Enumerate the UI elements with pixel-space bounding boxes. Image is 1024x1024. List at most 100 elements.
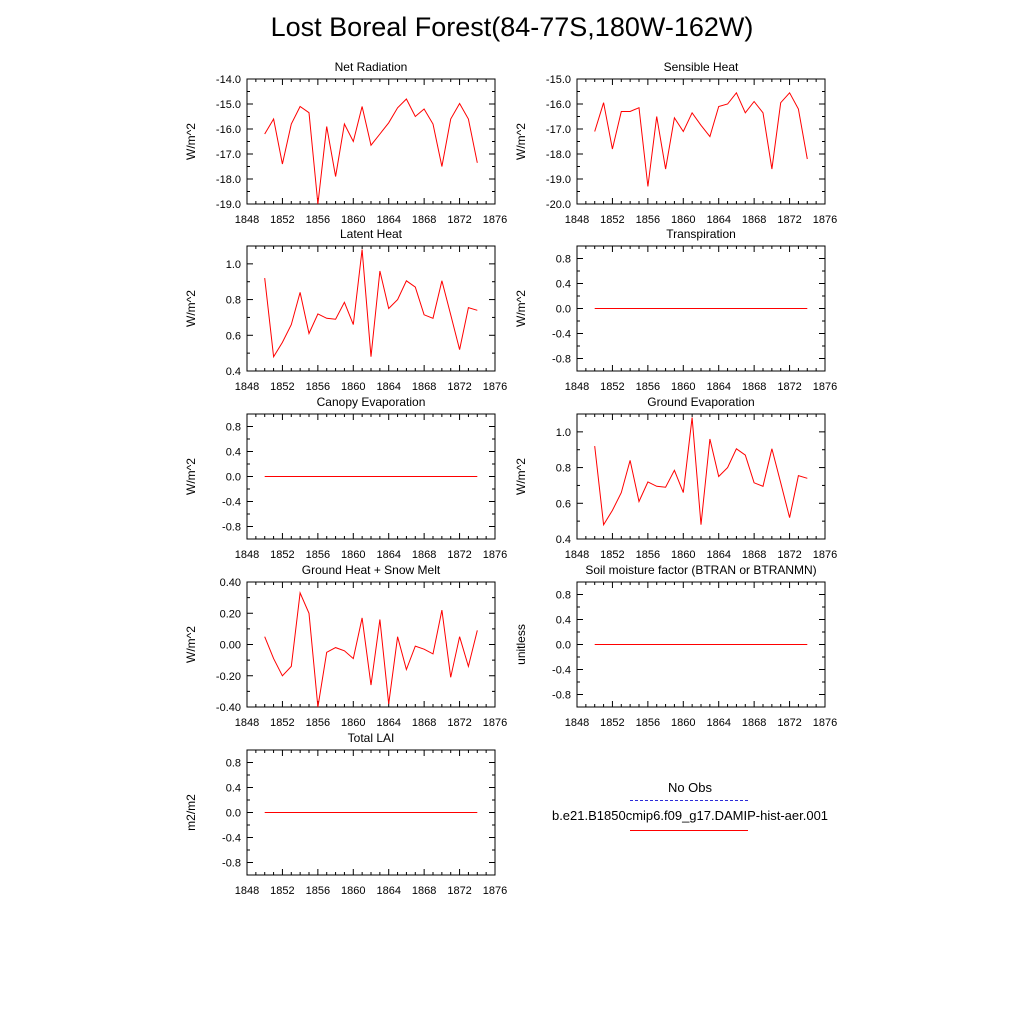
y-tick-label: -17.0 [216,149,241,161]
x-tick-label: 1864 [376,549,400,561]
x-tick-label: 1848 [565,214,589,226]
x-tick-label: 1876 [483,885,507,897]
y-tick-label: -0.8 [222,858,241,870]
legend-obs-label: No Obs [667,780,713,795]
y-tick-label: 0.4 [226,366,241,378]
figure-title: Lost Boreal Forest(84-77S,180W-162W) [270,12,754,42]
x-tick-label: 1856 [306,717,330,729]
x-tick-label: 1872 [447,717,471,729]
legend-obs-line [630,800,748,801]
y-tick-label: -0.8 [222,522,241,534]
x-tick-label: 1872 [777,381,801,393]
y-tick-label: 0.8 [226,758,241,770]
x-tick-label: 1856 [636,214,660,226]
series-line [264,249,478,359]
x-tick-label: 1872 [777,717,801,729]
x-tick-label: 1872 [447,381,471,393]
y-tick-label: -18.0 [216,174,241,186]
x-tick-label: 1848 [235,381,259,393]
x-tick-label: 1848 [565,549,589,561]
x-tick-label: 1876 [483,214,507,226]
x-tick-label: 1860 [341,885,365,897]
x-tick-label: 1856 [306,381,330,393]
x-tick-label: 1876 [813,381,837,393]
y-tick-label: -20.0 [546,199,571,211]
x-tick-label: 1860 [341,717,365,729]
x-tick-label: 1864 [376,717,400,729]
y-tick-label: 0.4 [556,279,571,291]
x-tick-label: 1860 [671,717,695,729]
x-tick-label: 1876 [813,717,837,729]
y-axis-label: m2/m2 [184,794,198,831]
x-tick-label: 1852 [270,549,294,561]
y-tick-label: -16.0 [546,99,571,111]
panel-5: Canopy Evaporation W/m^2 1848 1852 1856 1860 1… [184,395,507,561]
y-tick-label: 0.20 [220,608,241,620]
y-axis-label: W/m^2 [184,626,198,663]
y-tick-label: 0.40 [220,577,241,589]
x-tick-label: 1872 [777,549,801,561]
x-tick-label: 1848 [235,717,259,729]
x-tick-label: 1868 [412,717,436,729]
x-tick-label: 1848 [235,549,259,561]
x-tick-label: 1852 [600,717,624,729]
y-tick-label: 1.0 [226,259,241,271]
x-tick-label: 1856 [636,549,660,561]
x-tick-label: 1868 [742,717,766,729]
x-tick-label: 1876 [813,549,837,561]
y-tick-label: 0.6 [226,330,241,342]
y-tick-label: -15.0 [546,74,571,86]
series-line [594,91,808,187]
x-tick-label: 1876 [483,549,507,561]
x-tick-label: 1860 [671,549,695,561]
x-tick-label: 1876 [483,381,507,393]
x-tick-label: 1868 [742,549,766,561]
x-tick-label: 1860 [341,214,365,226]
panel-title: Soil moisture factor (BTRAN or BTRANMN) [585,563,816,577]
x-tick-label: 1848 [235,885,259,897]
x-tick-label: 1876 [813,214,837,226]
x-tick-label: 1852 [270,214,294,226]
x-tick-label: 1864 [376,214,400,226]
panel-9: Total LAI m2/m2 1848 1852 1856 1860 1864 1868 18… [184,731,507,897]
x-tick-label: 1852 [270,381,294,393]
y-tick-label: 0.0 [226,472,241,484]
y-tick-label: -19.0 [546,174,571,186]
x-tick-label: 1864 [376,381,400,393]
panel-title: Net Radiation [335,60,408,74]
y-tick-label: 0.00 [220,640,241,652]
x-tick-label: 1864 [706,549,730,561]
panel-6: Ground Evaporation W/m^2 1848 1852 1856 1860 1… [514,395,837,561]
panel-7: Ground Heat + Snow Melt W/m^2 1848 1852 1856… [184,563,507,729]
series-line [264,98,478,205]
x-tick-label: 1872 [447,214,471,226]
panel-2: Sensible Heat W/m^2 1848 1852 1856 1860 1864 18… [514,60,837,226]
panel-title: Sensible Heat [664,60,739,74]
x-tick-label: 1860 [671,214,695,226]
x-tick-label: 1856 [306,885,330,897]
y-tick-label: -18.0 [546,149,571,161]
legend-model-label: b.e21.B1850cmip6.f09_g17.DAMIP-hist-aer.… [551,808,829,823]
x-tick-label: 1852 [600,549,624,561]
panel-title: Ground Heat + Snow Melt [302,563,441,577]
x-tick-label: 1860 [671,381,695,393]
y-tick-label: -0.4 [552,665,571,677]
y-tick-label: -0.8 [552,690,571,702]
x-tick-label: 1868 [412,549,436,561]
y-tick-label: -0.8 [552,354,571,366]
panel-3: Latent Heat W/m^2 1848 1852 1856 1860 1864 1868… [184,227,507,393]
panel-title: Total LAI [348,731,395,745]
y-axis-label: W/m^2 [184,458,198,495]
y-axis-label: W/m^2 [514,290,528,327]
legend-model-line [630,830,748,831]
x-tick-label: 1852 [600,214,624,226]
y-tick-label: -0.4 [222,833,241,845]
y-tick-label: 0.4 [226,783,241,795]
x-tick-label: 1848 [235,214,259,226]
x-tick-label: 1868 [742,214,766,226]
x-tick-label: 1864 [376,885,400,897]
y-axis-label: W/m^2 [184,290,198,327]
panel-1: Net Radiation W/m^2 1848 1852 1856 1860 1864 18… [184,60,507,226]
panel-8: Soil moisture factor (BTRAN or BTRANMN) u… [514,563,837,729]
y-axis-label: W/m^2 [514,123,528,160]
